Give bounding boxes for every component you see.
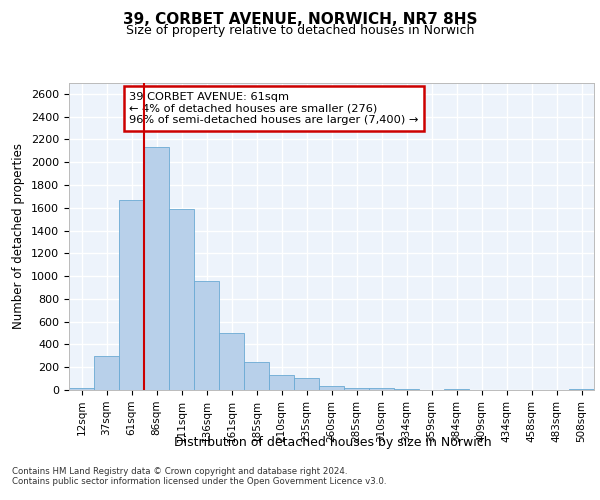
Bar (269, 375, 294, 390)
Bar (94, 356, 119, 390)
Bar (119, 200, 144, 390)
Text: Contains HM Land Registry data © Crown copyright and database right 2024.: Contains HM Land Registry data © Crown c… (12, 467, 347, 476)
Bar (144, 148, 169, 390)
Bar (294, 378, 319, 390)
Bar (244, 362, 269, 390)
Text: Contains public sector information licensed under the Open Government Licence v3: Contains public sector information licen… (12, 477, 386, 486)
Bar (344, 388, 369, 390)
Bar (369, 388, 394, 390)
Text: Size of property relative to detached houses in Norwich: Size of property relative to detached ho… (126, 24, 474, 37)
Text: 39 CORBET AVENUE: 61sqm
← 4% of detached houses are smaller (276)
96% of semi-de: 39 CORBET AVENUE: 61sqm ← 4% of detached… (130, 92, 419, 125)
Bar (169, 209, 194, 390)
Text: 39, CORBET AVENUE, NORWICH, NR7 8HS: 39, CORBET AVENUE, NORWICH, NR7 8HS (123, 12, 477, 28)
Bar (194, 280, 219, 390)
Y-axis label: Number of detached properties: Number of detached properties (13, 143, 25, 329)
Bar (219, 333, 244, 390)
Bar (319, 386, 344, 390)
Bar (444, 389, 469, 390)
Bar (69, 388, 94, 390)
Text: Distribution of detached houses by size in Norwich: Distribution of detached houses by size … (174, 436, 492, 449)
Bar (569, 389, 594, 390)
